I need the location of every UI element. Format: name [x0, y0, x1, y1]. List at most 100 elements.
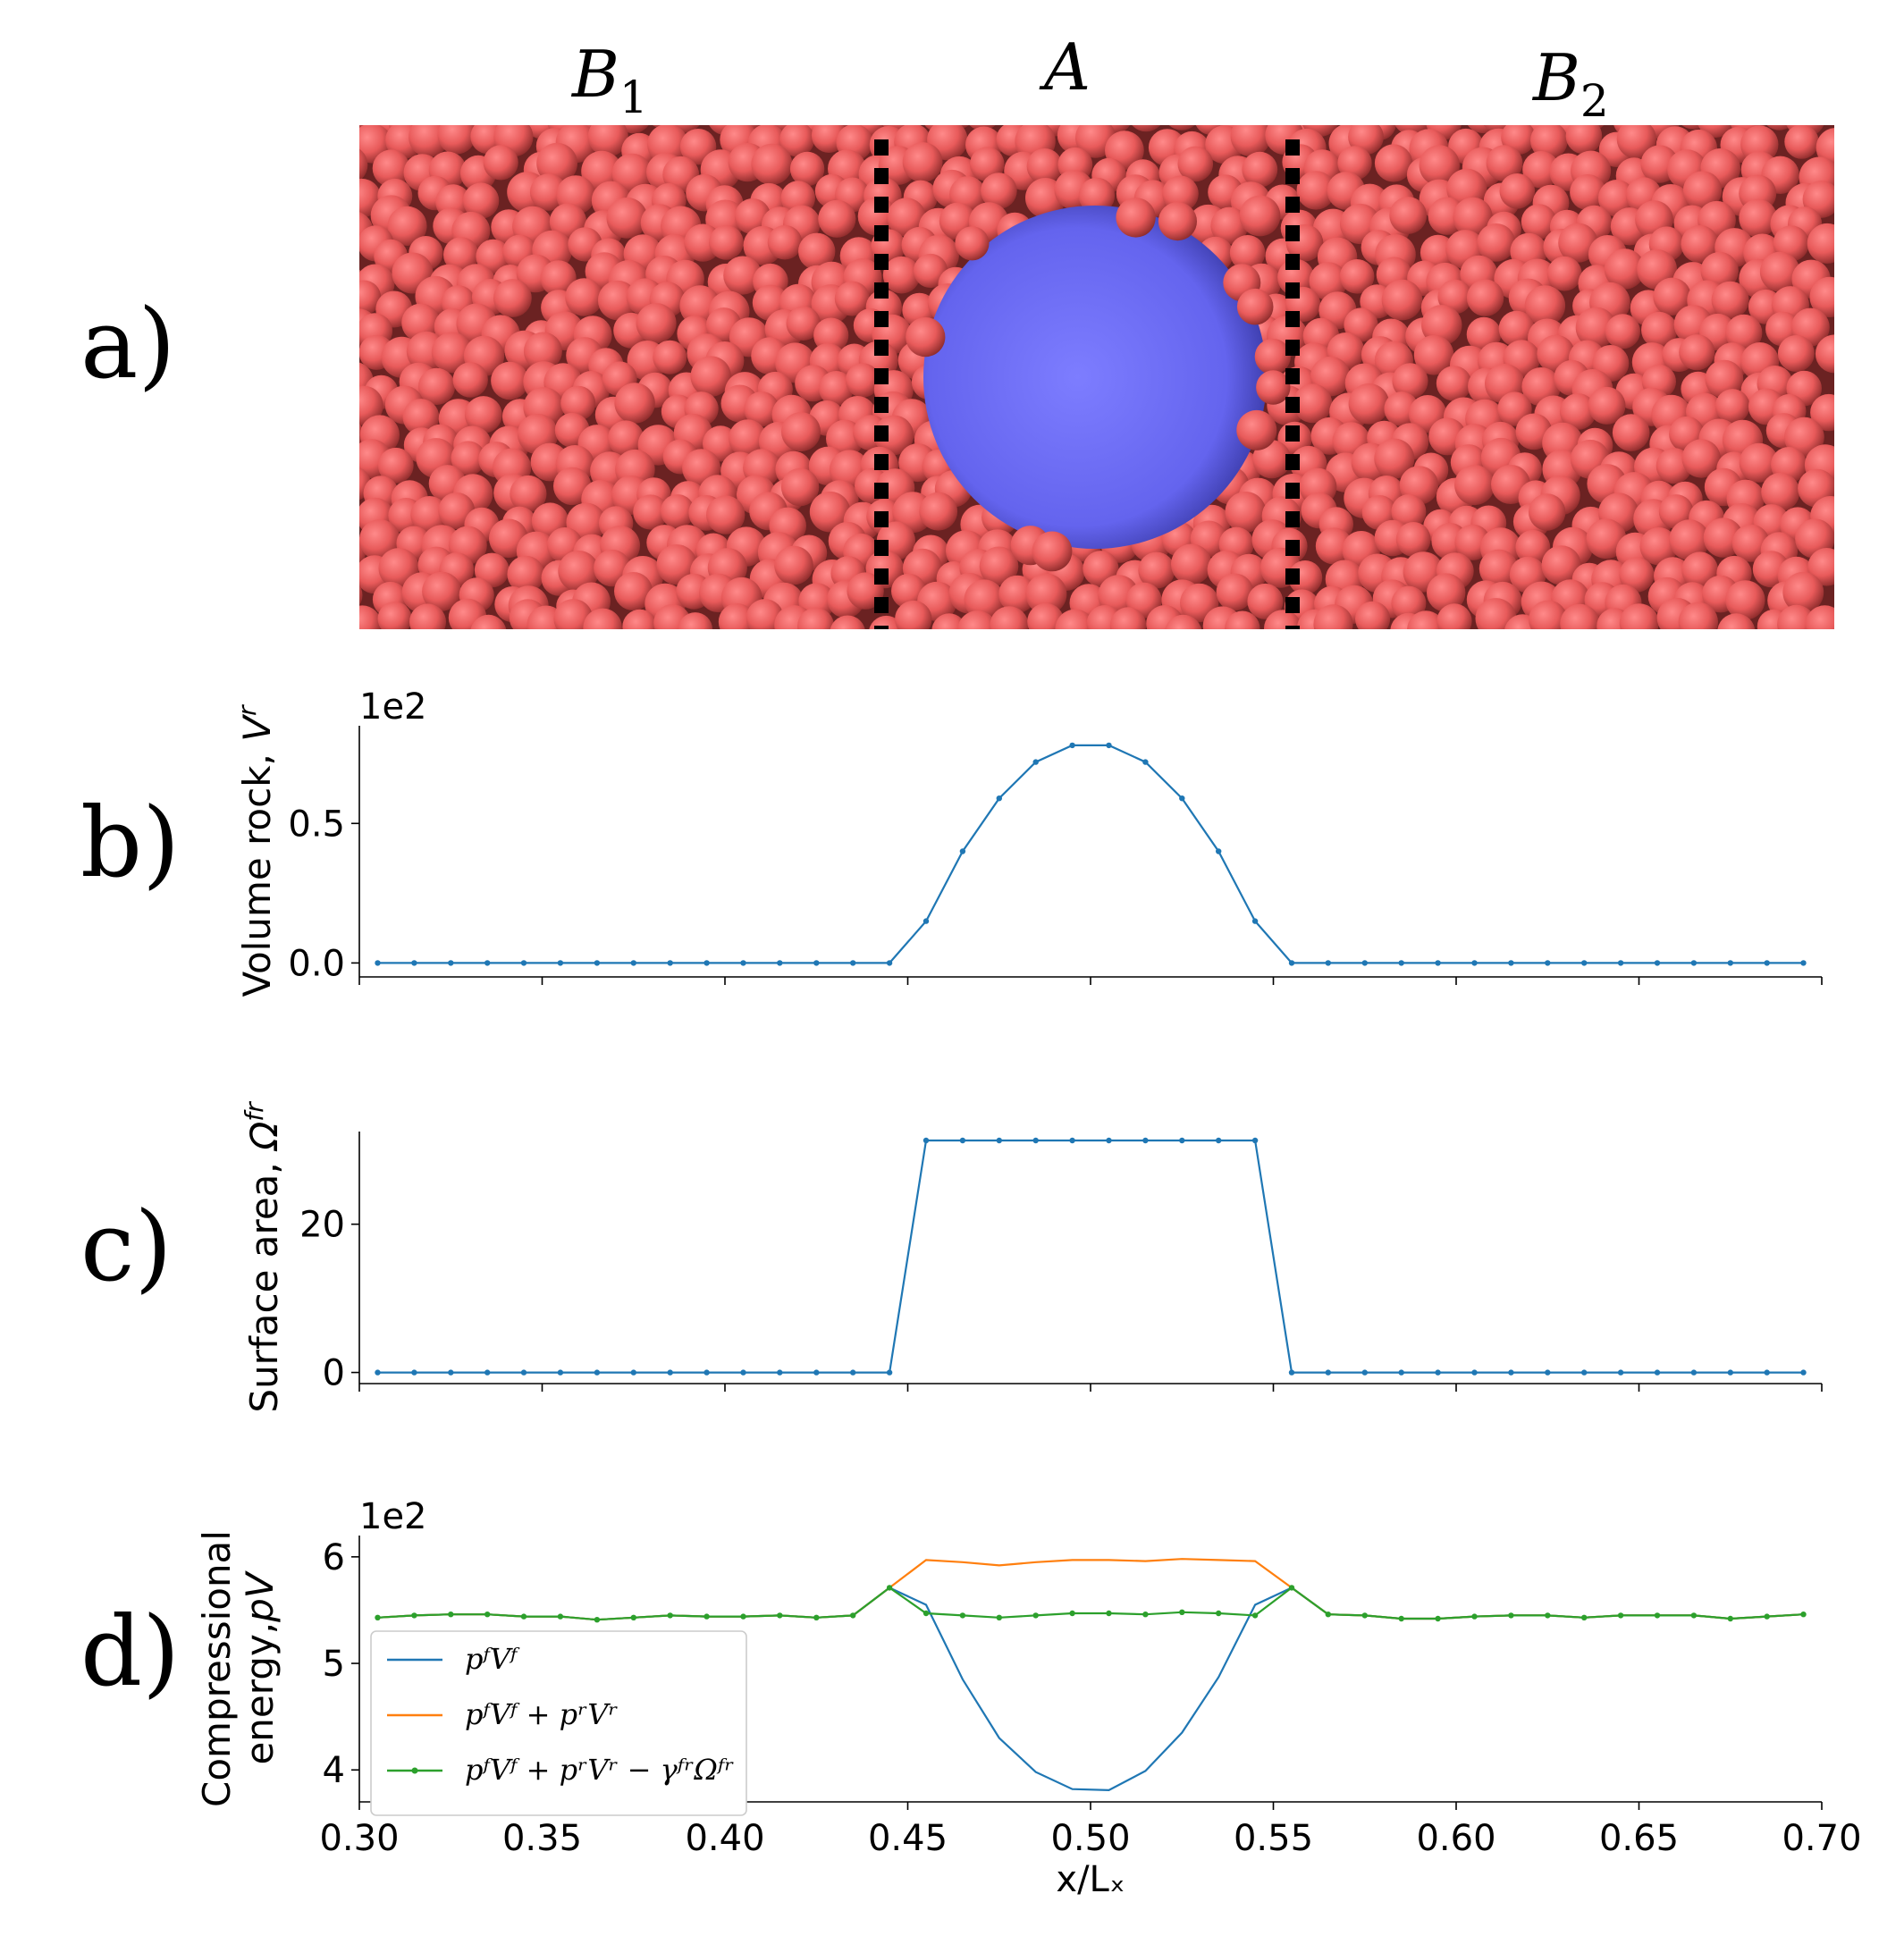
particle-bead [1530, 125, 1568, 160]
particle-bead [483, 145, 518, 181]
offset-text: 1e2 [359, 1496, 427, 1537]
data-point [1325, 1612, 1332, 1618]
data-point [1288, 1369, 1295, 1376]
particle-bead [1705, 359, 1744, 399]
data-point [1764, 1613, 1770, 1620]
particle-bead [690, 356, 731, 397]
data-point [484, 960, 491, 966]
particle-bead [798, 232, 836, 270]
data-point [1251, 1612, 1259, 1619]
data-point [1800, 1612, 1807, 1618]
particle-bead [1679, 334, 1715, 371]
data-point [1251, 1137, 1259, 1144]
particle-bead [1168, 125, 1195, 130]
particle-bead [633, 494, 669, 530]
particle-bead [510, 475, 547, 513]
particle-bead [583, 608, 622, 629]
particle-bead [451, 441, 486, 475]
particle-bead [1242, 151, 1278, 188]
data-point [1654, 1369, 1661, 1376]
particle-bead [560, 385, 596, 421]
particle-bead [1252, 440, 1292, 479]
data-point [520, 1613, 527, 1620]
legend-entry: pᶠVᶠ + pʳVʳ [465, 1697, 618, 1731]
particle-bead [1309, 262, 1348, 300]
data-point [1032, 759, 1039, 765]
svg-text:B1: B1 [570, 37, 648, 123]
particle-bead [813, 317, 849, 353]
particle-bead [746, 599, 784, 629]
particle-bead [1759, 251, 1800, 292]
particle-bead [955, 226, 990, 261]
data-point [375, 1614, 381, 1621]
particle-bead [1761, 472, 1800, 512]
data-point [1690, 960, 1698, 966]
particle-bead [1247, 583, 1284, 619]
particle-bead [944, 125, 969, 130]
particle-bead [1236, 409, 1277, 450]
particle-bead [1669, 519, 1710, 560]
data-point [886, 960, 893, 966]
particle-bead [1541, 545, 1581, 585]
particle-bead [1210, 206, 1249, 245]
data-point [1069, 1137, 1075, 1144]
particle-bead [1524, 285, 1566, 326]
particle-bead [614, 572, 653, 610]
particle-bead [767, 224, 803, 260]
particle-bead [990, 606, 1029, 629]
data-point [1435, 960, 1441, 966]
particle-bead [1639, 527, 1678, 566]
particle-bead [652, 125, 673, 129]
particle-bead [1782, 571, 1824, 613]
particle-bead [1605, 314, 1640, 349]
particle-bead [818, 371, 854, 406]
particle-bead [706, 495, 746, 534]
data-point [1361, 1369, 1369, 1376]
data-point [959, 848, 966, 854]
particle-bead [1529, 493, 1566, 531]
data-point [1581, 960, 1588, 966]
particle-bead [1078, 177, 1116, 215]
series-line-0 [377, 1139, 1804, 1374]
data-point [1325, 1369, 1332, 1376]
particle-bead [587, 125, 628, 157]
particle-bead [919, 492, 958, 531]
data-point [630, 960, 636, 966]
data-point [1581, 1369, 1588, 1376]
particle-bead [636, 303, 677, 344]
particle-bead [1682, 171, 1723, 210]
data-point [1508, 960, 1514, 966]
data-point [484, 1369, 491, 1376]
data-point [886, 1585, 893, 1591]
particle-bead [931, 613, 967, 629]
particle-bead [1521, 204, 1557, 240]
legend-marker [411, 1767, 418, 1774]
particle-bead [1777, 335, 1815, 372]
x-tick-label: 0.50 [1050, 1818, 1130, 1859]
particle-bead [1427, 573, 1466, 612]
x-axis-label: x/Lₓ [1056, 1859, 1125, 1900]
particle-bead [1739, 198, 1778, 238]
particle-bead [1027, 602, 1065, 629]
particle-bead [1230, 125, 1271, 157]
particle-bead [1619, 603, 1659, 629]
particle-bead [1604, 248, 1646, 290]
particle-bead [751, 143, 793, 185]
particle-bead [1132, 125, 1161, 132]
particle-bead [1597, 180, 1636, 217]
data-point [1398, 1369, 1404, 1376]
panel-label-a: a) [80, 289, 176, 400]
particle-bead [779, 125, 815, 157]
region-sub-b2: 2 [1580, 75, 1609, 127]
particle-bead [1374, 438, 1415, 479]
data-point [1288, 960, 1295, 966]
region-label-b1: B1 [570, 37, 648, 123]
particle-bead [829, 125, 854, 130]
data-point [1398, 960, 1404, 966]
particle-bead [969, 125, 996, 131]
svg-text:A: A [1039, 29, 1091, 105]
data-point [1435, 1615, 1441, 1622]
particle-bead [1717, 613, 1756, 629]
particle-bead [1162, 175, 1199, 213]
